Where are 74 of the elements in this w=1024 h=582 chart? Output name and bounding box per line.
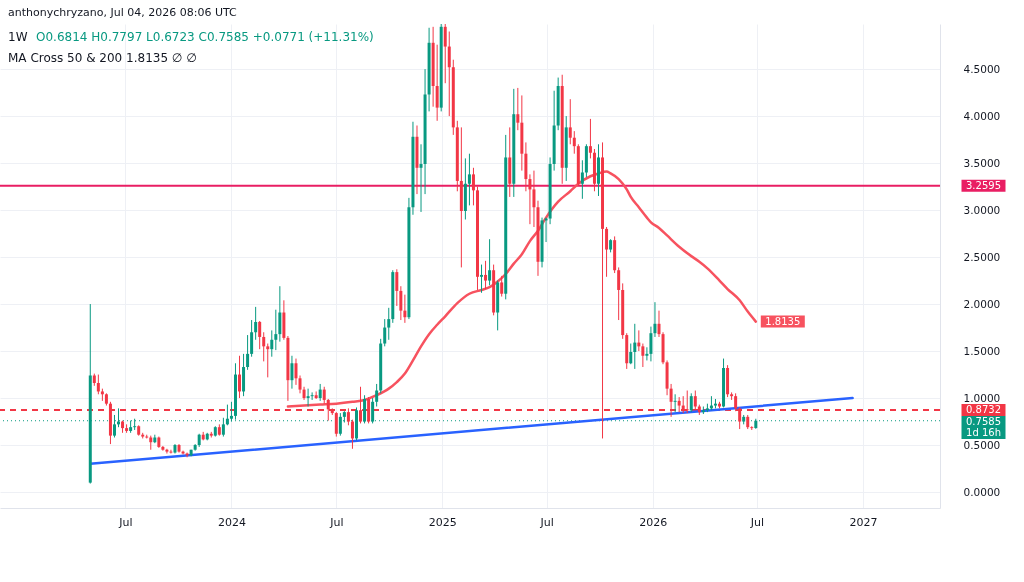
ref-line-label: 0.7585 1d 16h <box>966 415 1001 438</box>
y-tick-label: 0.5000 <box>963 438 1001 451</box>
y-tick-label: 4.5000 <box>963 62 1001 75</box>
candlestick <box>96 374 100 395</box>
text: 1W <box>8 30 28 44</box>
candlestick <box>516 87 520 131</box>
y-tick-label: 2.0000 <box>963 297 1001 310</box>
x-tick-label: Jul <box>749 515 765 529</box>
candlestick <box>258 320 262 350</box>
candlestick <box>266 343 270 378</box>
x-tick-label: 2026 <box>639 515 668 529</box>
candlestick <box>617 266 621 321</box>
candlestick <box>572 130 576 155</box>
y-tick-label: 1.0000 <box>963 391 1001 404</box>
x-tick-label: 2024 <box>217 515 246 529</box>
candlestick <box>363 394 367 424</box>
data-label: 1.8135 <box>765 315 801 327</box>
candlestick <box>568 98 572 145</box>
candlestick <box>435 44 439 122</box>
candlestick <box>250 319 254 358</box>
candlestick <box>221 417 225 438</box>
annotation: MA Cross 50 & 200 1.8135 ∅ ∅ <box>8 51 197 65</box>
candlestick <box>262 331 266 362</box>
candlestick <box>294 358 298 386</box>
candlestick <box>306 388 310 407</box>
candlestick <box>633 323 637 370</box>
candlestick <box>334 411 338 438</box>
candlestick <box>238 355 242 399</box>
candlestick <box>246 334 250 371</box>
candlestick <box>350 419 354 450</box>
y-tick-label: 2.5000 <box>963 250 1001 263</box>
text: anthonychryzano, Jul 04, 2026 08:06 UTC <box>8 6 238 19</box>
candlestick <box>500 275 504 298</box>
y-tick-label: 3.5000 <box>963 156 1001 169</box>
candlestick <box>270 329 274 358</box>
candlestick <box>290 355 294 390</box>
candlestick <box>488 238 492 286</box>
candlestick <box>375 383 379 407</box>
candlestick <box>480 264 484 294</box>
candlestick <box>395 268 399 307</box>
x-tick-label: Jul <box>329 515 344 529</box>
candlestick <box>673 393 677 413</box>
candlestick <box>310 391 314 401</box>
candlestick <box>629 343 633 365</box>
x-tick-label: Jul <box>118 515 133 529</box>
candlestick <box>605 226 609 278</box>
y-tick-label: 4.0000 <box>963 109 1001 122</box>
candlestick <box>657 310 661 338</box>
ref-line-label: 0.8732 <box>966 403 1001 415</box>
candlestick <box>484 260 488 290</box>
ref-line-label: 3.2595 <box>966 179 1001 191</box>
x-tick-label: Jul <box>539 515 554 529</box>
y-tick-label: 0.0000 <box>963 485 1001 498</box>
candlestick <box>580 159 584 200</box>
y-tick-label: 1.5000 <box>963 344 1001 357</box>
candlestick <box>229 401 233 423</box>
x-tick-label: 2025 <box>428 515 457 529</box>
candlestick <box>649 326 653 362</box>
candlestick <box>689 392 693 413</box>
candlestick <box>443 24 447 84</box>
text: O0.6814 H0.7797 L0.6723 C0.7585 +0.0771 (+11.31%) <box>36 30 374 44</box>
candlestick <box>383 318 387 347</box>
candlestick <box>278 285 282 343</box>
candlestick <box>254 306 258 341</box>
candlestick <box>447 31 451 117</box>
y-tick-label: 3.0000 <box>963 203 1001 216</box>
x-tick-label: 2027 <box>849 515 878 529</box>
candlestick <box>467 153 471 206</box>
candlestick <box>471 167 475 206</box>
candlestick <box>641 343 645 368</box>
candlestick <box>399 285 403 321</box>
candlestick <box>274 309 278 351</box>
candlestick <box>387 307 391 341</box>
candlestick <box>588 118 592 159</box>
